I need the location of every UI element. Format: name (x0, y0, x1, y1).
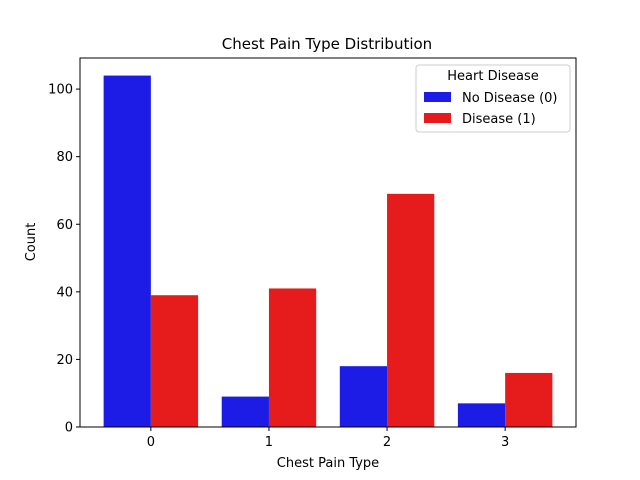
bar-series0-cat3 (457, 403, 506, 427)
legend-swatch-no-disease (424, 92, 451, 102)
legend-title: Heart Disease (447, 69, 538, 84)
bars-group (103, 75, 553, 427)
y-axis-label: Count (24, 223, 39, 262)
bar-series0-cat0 (103, 75, 151, 427)
x-tick-label: 0 (147, 435, 155, 450)
bar-series0-cat2 (339, 366, 388, 427)
bar-series1-cat0 (150, 295, 199, 427)
y-tick-label: 0 (65, 421, 73, 436)
x-tick-label: 2 (383, 435, 391, 450)
bar-series1-cat3 (505, 372, 553, 427)
y-axis: 0 20 40 60 80 100 (48, 83, 80, 436)
x-tick-label: 3 (501, 435, 509, 450)
y-tick-label: 20 (56, 353, 73, 368)
legend: Heart Disease No Disease (0) Disease (1) (415, 64, 571, 133)
x-axis-label: Chest Pain Type (277, 456, 379, 471)
plot-frame (79, 57, 577, 428)
legend-label-no-disease: No Disease (0) (462, 91, 558, 106)
legend-box (415, 64, 571, 133)
legend-swatch-disease (424, 113, 451, 123)
chart-title: Chest Pain Type Distribution (222, 35, 432, 53)
bar-series1-cat2 (387, 193, 435, 427)
y-tick-label: 80 (56, 150, 73, 165)
x-axis: 0 1 2 3 (147, 427, 509, 450)
bar-series0-cat1 (221, 396, 269, 427)
bar-series1-cat1 (268, 288, 317, 427)
legend-label-disease: Disease (1) (462, 112, 536, 127)
x-tick-label: 1 (265, 435, 273, 450)
y-tick-label: 60 (56, 218, 73, 233)
y-tick-label: 100 (48, 83, 73, 98)
y-tick-label: 40 (56, 285, 73, 300)
